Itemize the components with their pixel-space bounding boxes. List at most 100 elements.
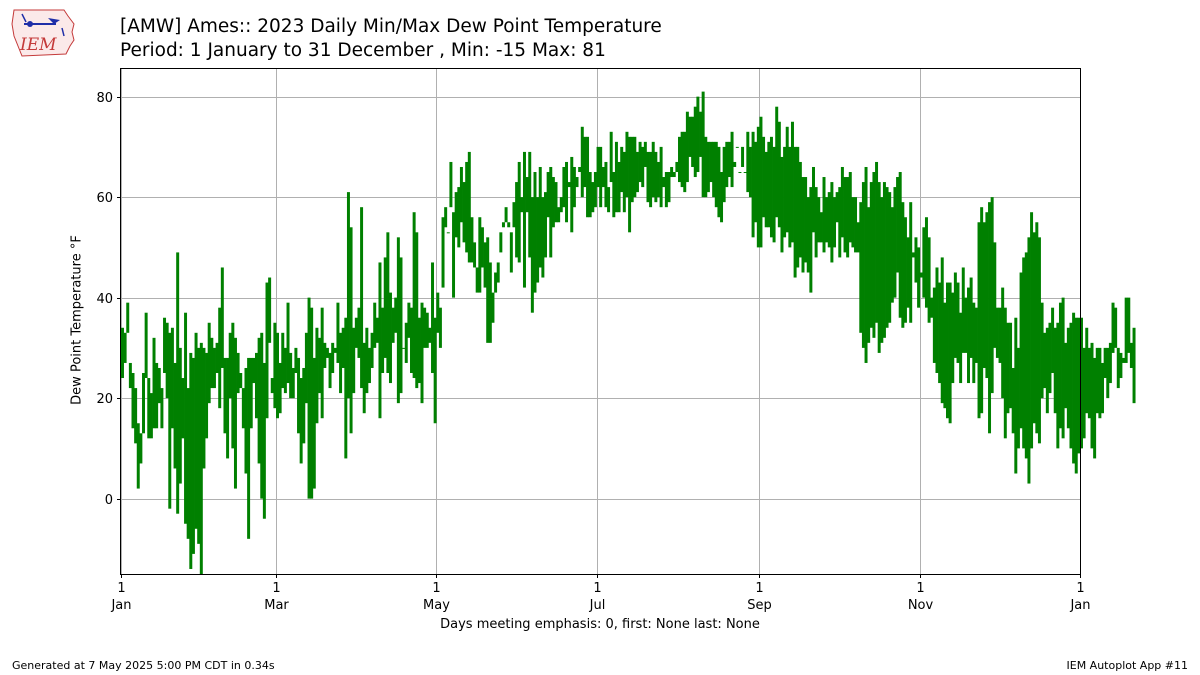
daily-range-bar	[449, 161, 453, 208]
daily-range-bar	[593, 172, 597, 208]
daily-range-bar	[381, 307, 385, 373]
y-tick-label: 0	[105, 493, 113, 508]
daily-range-bar	[478, 217, 482, 293]
daily-range-bar	[998, 307, 1002, 363]
daily-range-bar	[525, 177, 529, 213]
daily-range-bar	[946, 282, 949, 419]
daily-range-bar	[310, 307, 314, 499]
daily-range-bar	[1069, 322, 1073, 449]
daily-range-bar	[205, 352, 209, 439]
x-tick-label: Jan	[1069, 598, 1090, 613]
daily-range-bar	[383, 257, 387, 358]
daily-range-bar	[1011, 367, 1015, 434]
daily-range-bar	[1051, 307, 1055, 373]
daily-range-bar	[988, 202, 992, 434]
daily-range-bar	[1114, 307, 1118, 348]
daily-range-bar	[859, 202, 863, 333]
daily-range-bar	[360, 207, 364, 389]
x-tick-label: 1	[755, 581, 763, 596]
daily-range-bar	[948, 282, 952, 424]
daily-range-bar	[459, 166, 463, 223]
daily-range-bar	[239, 373, 243, 389]
daily-range-bar	[255, 352, 258, 419]
daily-range-bar	[909, 202, 913, 323]
daily-range-bar	[754, 141, 758, 223]
y-axis-label: Dew Point Temperature °F	[69, 235, 85, 405]
daily-range-bar	[373, 302, 377, 348]
daily-range-bar	[922, 227, 926, 298]
daily-range-bar	[496, 262, 500, 283]
daily-range-bar	[541, 197, 545, 278]
daily-range-bar	[656, 161, 660, 198]
daily-range-bar	[759, 116, 763, 248]
daily-range-bar	[869, 182, 873, 328]
daily-range-bar	[244, 367, 248, 474]
daily-range-bar	[417, 317, 421, 384]
daily-range-bar	[165, 322, 169, 399]
daily-range-bar	[725, 141, 729, 188]
daily-range-bar	[480, 227, 484, 268]
daily-range-bar	[452, 212, 456, 298]
daily-range-bar	[504, 207, 508, 223]
daily-range-bar	[1082, 347, 1086, 439]
daily-range-bar	[1061, 297, 1065, 439]
daily-range-bar	[391, 307, 395, 343]
daily-range-bar	[333, 347, 337, 353]
daily-range-bar	[1106, 347, 1110, 399]
x-tick-label: 1	[593, 581, 601, 596]
daily-range-bar	[536, 197, 540, 283]
daily-range-bar	[801, 177, 805, 273]
x-tick-label: 1	[916, 581, 924, 596]
daily-range-bar	[680, 131, 684, 188]
daily-range-bar	[402, 347, 406, 349]
daily-range-bar	[872, 172, 876, 338]
daily-range-bar	[262, 362, 266, 519]
daily-range-bar	[972, 302, 976, 384]
daily-range-bar	[643, 141, 647, 167]
daily-range-bar	[412, 212, 416, 379]
daily-range-bar	[751, 131, 755, 238]
daily-range-bar	[467, 151, 471, 263]
daily-range-bar	[617, 161, 621, 213]
daily-range-bar	[291, 367, 295, 399]
daily-range-bar	[722, 146, 726, 203]
daily-range-bar	[1037, 237, 1041, 444]
daily-range-bar	[738, 172, 742, 174]
daily-range-bar	[210, 337, 214, 389]
daily-range-bar	[1040, 302, 1044, 399]
daily-range-bar	[236, 352, 240, 394]
daily-range-bar	[762, 136, 766, 218]
daily-range-bar	[846, 177, 850, 258]
daily-range-bar	[1074, 317, 1078, 474]
daily-range-bar	[491, 292, 495, 323]
daily-range-bar	[796, 146, 800, 268]
daily-range-bar	[304, 332, 308, 404]
daily-range-bar	[191, 357, 195, 554]
daily-range-bar	[701, 91, 705, 198]
daily-range-bar	[1056, 322, 1060, 449]
daily-range-bar	[423, 307, 427, 348]
daily-range-bar	[252, 357, 256, 384]
daily-range-bar	[693, 106, 697, 178]
daily-range-bar	[651, 141, 655, 198]
daily-range-bar	[501, 222, 505, 228]
daily-range-bar	[444, 207, 448, 228]
daily-range-bar	[549, 166, 553, 258]
daily-range-bar	[769, 136, 773, 238]
daily-range-bar	[767, 141, 771, 228]
daily-range-bar	[1027, 237, 1031, 484]
daily-range-bar	[538, 166, 542, 268]
daily-range-bar	[160, 388, 164, 429]
daily-range-bar	[649, 151, 653, 208]
daily-range-bar	[370, 332, 374, 368]
daily-range-bar	[607, 187, 611, 213]
daily-range-bar	[901, 202, 905, 328]
plot-frame	[120, 68, 1081, 575]
daily-range-bar	[835, 192, 839, 223]
daily-range-bar	[346, 192, 350, 399]
daily-range-bar	[155, 362, 159, 429]
daily-range-bar	[289, 352, 293, 399]
daily-range-bar	[864, 166, 868, 363]
x-tick-label: 1	[117, 581, 125, 596]
daily-range-bar	[667, 172, 671, 203]
